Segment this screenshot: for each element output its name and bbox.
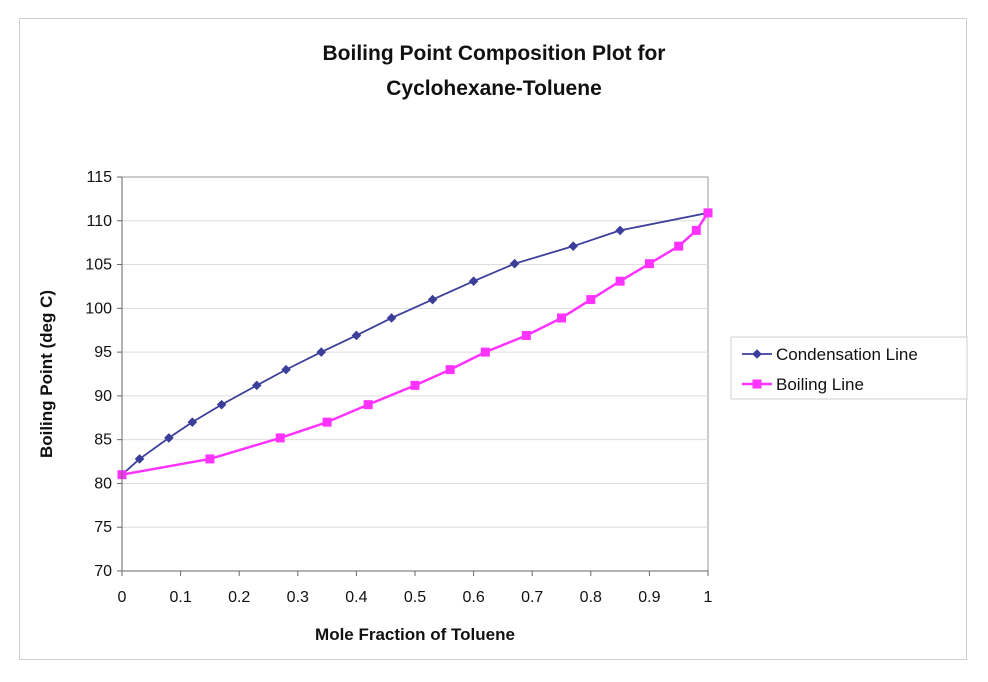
x-axis-ticks: 0 0.1 0.2 0.3 0.4 0.5 0.6 0.7 0.8 0.9 1 <box>118 571 713 606</box>
x-tick-label-7: 0.7 <box>521 589 543 606</box>
series-0 <box>117 208 713 480</box>
series-1-point-5 <box>410 380 420 390</box>
series-1-point-4 <box>363 400 373 410</box>
x-tick-label-4: 0.4 <box>345 589 367 606</box>
y-tick-label-3: 85 <box>94 432 112 449</box>
y-tick-label-0: 70 <box>94 563 112 580</box>
y-tick-label-5: 95 <box>94 344 112 361</box>
legend: Condensation Line Boiling Line <box>730 336 968 400</box>
x-tick-label-5: 0.5 <box>404 589 426 606</box>
legend-item-0: Condensation Line <box>742 345 918 364</box>
series-0-point-14 <box>615 225 625 236</box>
series-1-point-6 <box>445 365 455 375</box>
series-layer <box>117 208 713 480</box>
y-tick-label-8: 110 <box>86 213 112 230</box>
plot-area <box>121 176 709 572</box>
series-1-point-8 <box>521 330 531 340</box>
legend-marker-0 <box>752 349 762 359</box>
legend-label-1: Boiling Line <box>776 375 864 394</box>
legend-label-0: Condensation Line <box>776 345 918 364</box>
series-0-point-12 <box>509 258 520 269</box>
y-axis-title: Boiling Point (deg C) <box>37 290 56 458</box>
series-1-point-12 <box>644 259 654 269</box>
x-axis-title: Mole Fraction of Toluene <box>315 625 515 644</box>
series-0-point-2 <box>164 433 174 443</box>
series-1-point-1 <box>205 454 215 464</box>
y-tick-label-2: 80 <box>94 475 112 492</box>
y-tick-label-1: 75 <box>94 519 112 536</box>
series-1-point-3 <box>322 417 332 427</box>
series-1-point-10 <box>586 295 596 305</box>
series-0-point-7 <box>316 347 327 357</box>
series-0-point-1 <box>134 454 145 464</box>
series-0-point-5 <box>251 380 262 391</box>
chart-title-line-2: Cyclohexane-Toluene <box>386 77 602 100</box>
series-0-point-3 <box>187 417 198 427</box>
x-tick-label-6: 0.6 <box>462 589 484 606</box>
x-tick-label-8: 0.8 <box>580 589 602 606</box>
y-tick-label-6: 100 <box>85 300 112 317</box>
series-0-point-13 <box>568 241 579 251</box>
series-1-point-14 <box>691 225 701 235</box>
chart-title-line-1: Boiling Point Composition Plot for <box>323 42 666 65</box>
legend-marker-1 <box>752 379 762 389</box>
chart-title: Boiling Point Composition Plot for Cyclo… <box>323 42 666 100</box>
series-1-point-13 <box>674 241 684 251</box>
y-tick-label-7: 105 <box>85 257 112 274</box>
y-tick-label-4: 90 <box>94 388 112 405</box>
y-tick-label-9: 115 <box>86 169 112 186</box>
legend-items: Condensation Line Boiling Line <box>742 345 918 394</box>
series-0-point-10 <box>427 294 438 305</box>
x-tick-label-9: 0.9 <box>638 589 660 606</box>
legend-item-1: Boiling Line <box>742 375 864 394</box>
series-1-point-11 <box>615 276 625 286</box>
series-1-point-7 <box>480 347 490 357</box>
y-axis-ticks: 70 75 80 85 90 95 100 105 110 115 <box>85 169 122 580</box>
series-1-point-2 <box>275 433 285 443</box>
x-tick-label-2: 0.2 <box>228 589 250 606</box>
series-0-point-8 <box>351 330 362 341</box>
series-1-point-15 <box>703 208 713 218</box>
x-tick-label-3: 0.3 <box>287 589 309 606</box>
series-0-point-11 <box>468 276 479 286</box>
series-0-point-9 <box>386 313 397 323</box>
series-1-point-9 <box>557 313 566 323</box>
series-line-1 <box>120 211 710 476</box>
series-0-point-6 <box>281 364 291 375</box>
x-tick-label-0: 0 <box>118 589 127 606</box>
series-1 <box>117 208 713 480</box>
x-tick-label-1: 0.1 <box>169 589 191 606</box>
series-0-point-4 <box>216 399 227 410</box>
series-line-0 <box>121 211 709 476</box>
x-tick-label-10: 1 <box>704 589 713 606</box>
legend-box <box>730 336 968 400</box>
